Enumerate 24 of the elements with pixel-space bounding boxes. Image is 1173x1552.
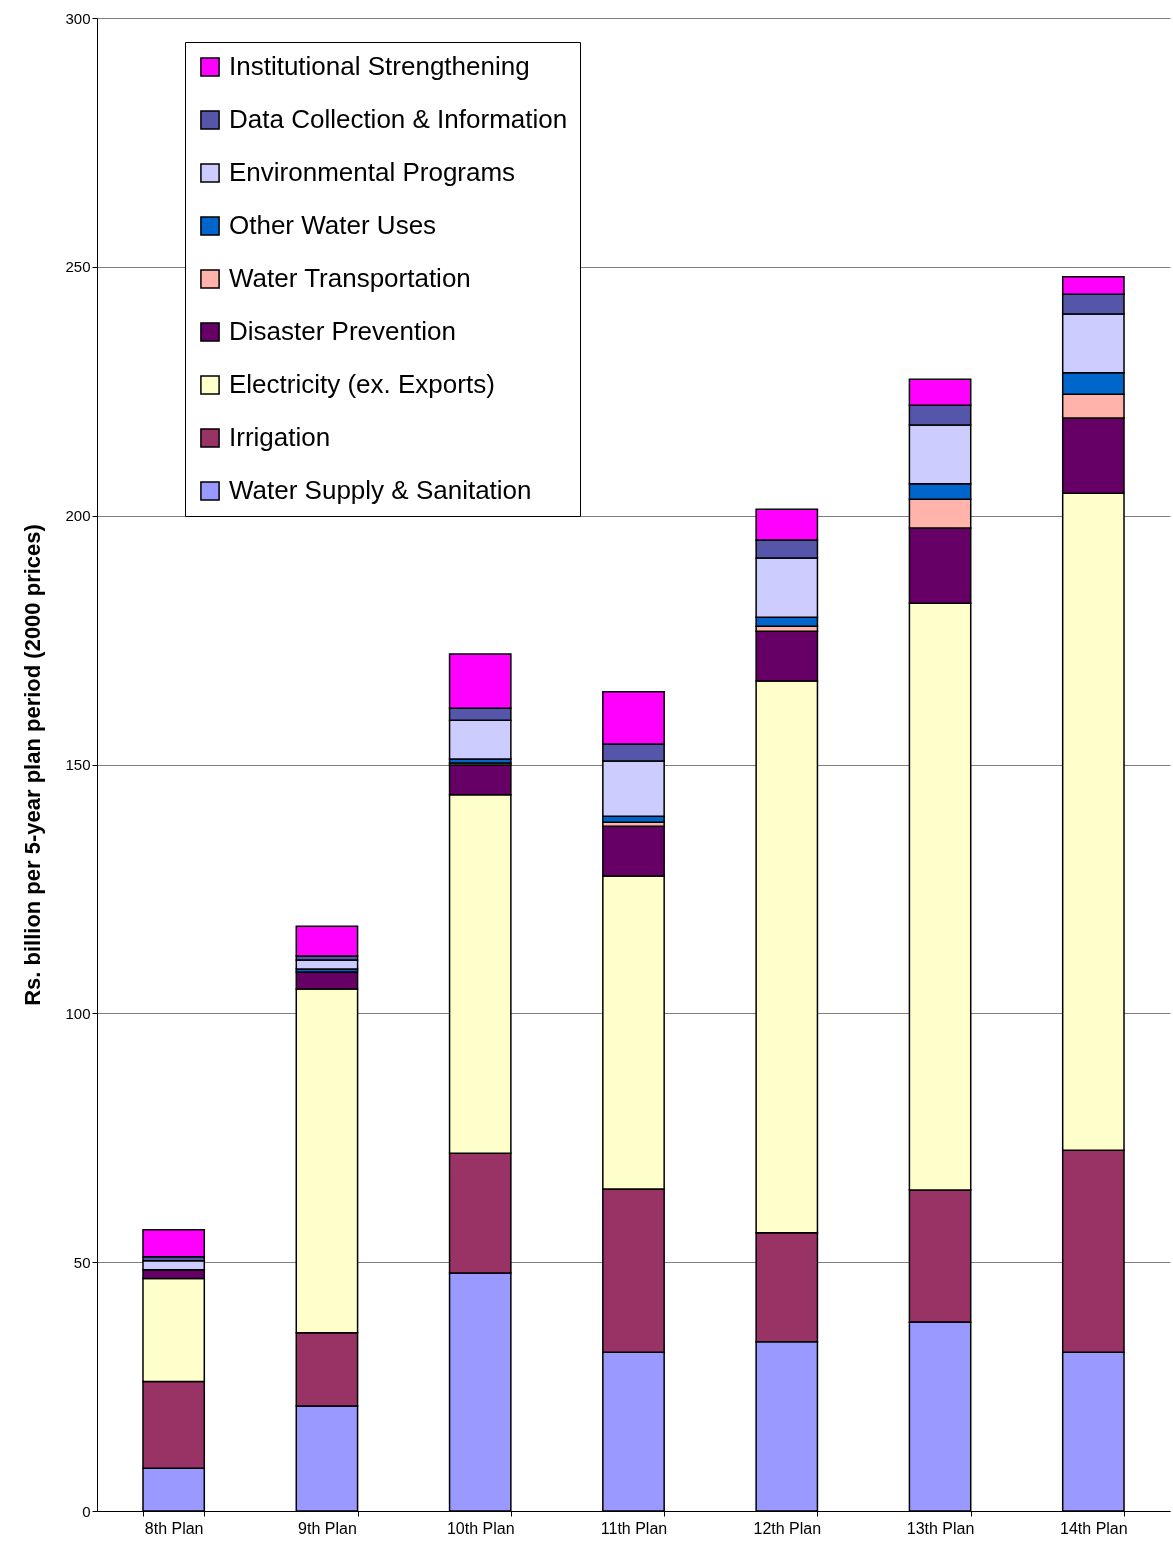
- y-tick-label: 100: [65, 1004, 91, 1022]
- x-tick-label: 13th Plan: [906, 1519, 975, 1537]
- y-axis-title: Rs. billion per 5-year plan period (2000 prices): [20, 524, 46, 1006]
- y-tick-label: 200: [65, 507, 91, 525]
- x-tick-label: 14th Plan: [1060, 1519, 1128, 1537]
- x-tick-label: 12th Plan: [753, 1519, 822, 1537]
- legend-label: Water Supply & Sanitation: [229, 475, 532, 505]
- x-tick-label: 11th Plan: [600, 1519, 668, 1537]
- legend-label: Water Transportation: [229, 263, 471, 293]
- legend-label: Institutional Strengthening: [229, 51, 530, 81]
- legend-label: Data Collection & Information: [229, 104, 568, 134]
- y-tick-label: 300: [65, 9, 91, 27]
- x-tick-label: 10th Plan: [446, 1519, 515, 1537]
- y-tick-label: 150: [65, 756, 91, 773]
- legend-label: Environmental Programs: [229, 157, 516, 187]
- legend-label: Electricity (ex. Exports): [229, 369, 495, 399]
- legend-label: Other Water Uses: [229, 210, 437, 240]
- x-tick-label: 9th Plan: [298, 1519, 357, 1537]
- y-tick-label: 50: [73, 1253, 91, 1271]
- legend-label: Disaster Prevention: [229, 316, 456, 346]
- y-tick-label: 250: [65, 258, 91, 276]
- legend-label: Irrigation: [229, 422, 331, 452]
- x-tick-label: 8th Plan: [144, 1519, 204, 1537]
- y-tick-label: 0: [82, 1502, 91, 1520]
